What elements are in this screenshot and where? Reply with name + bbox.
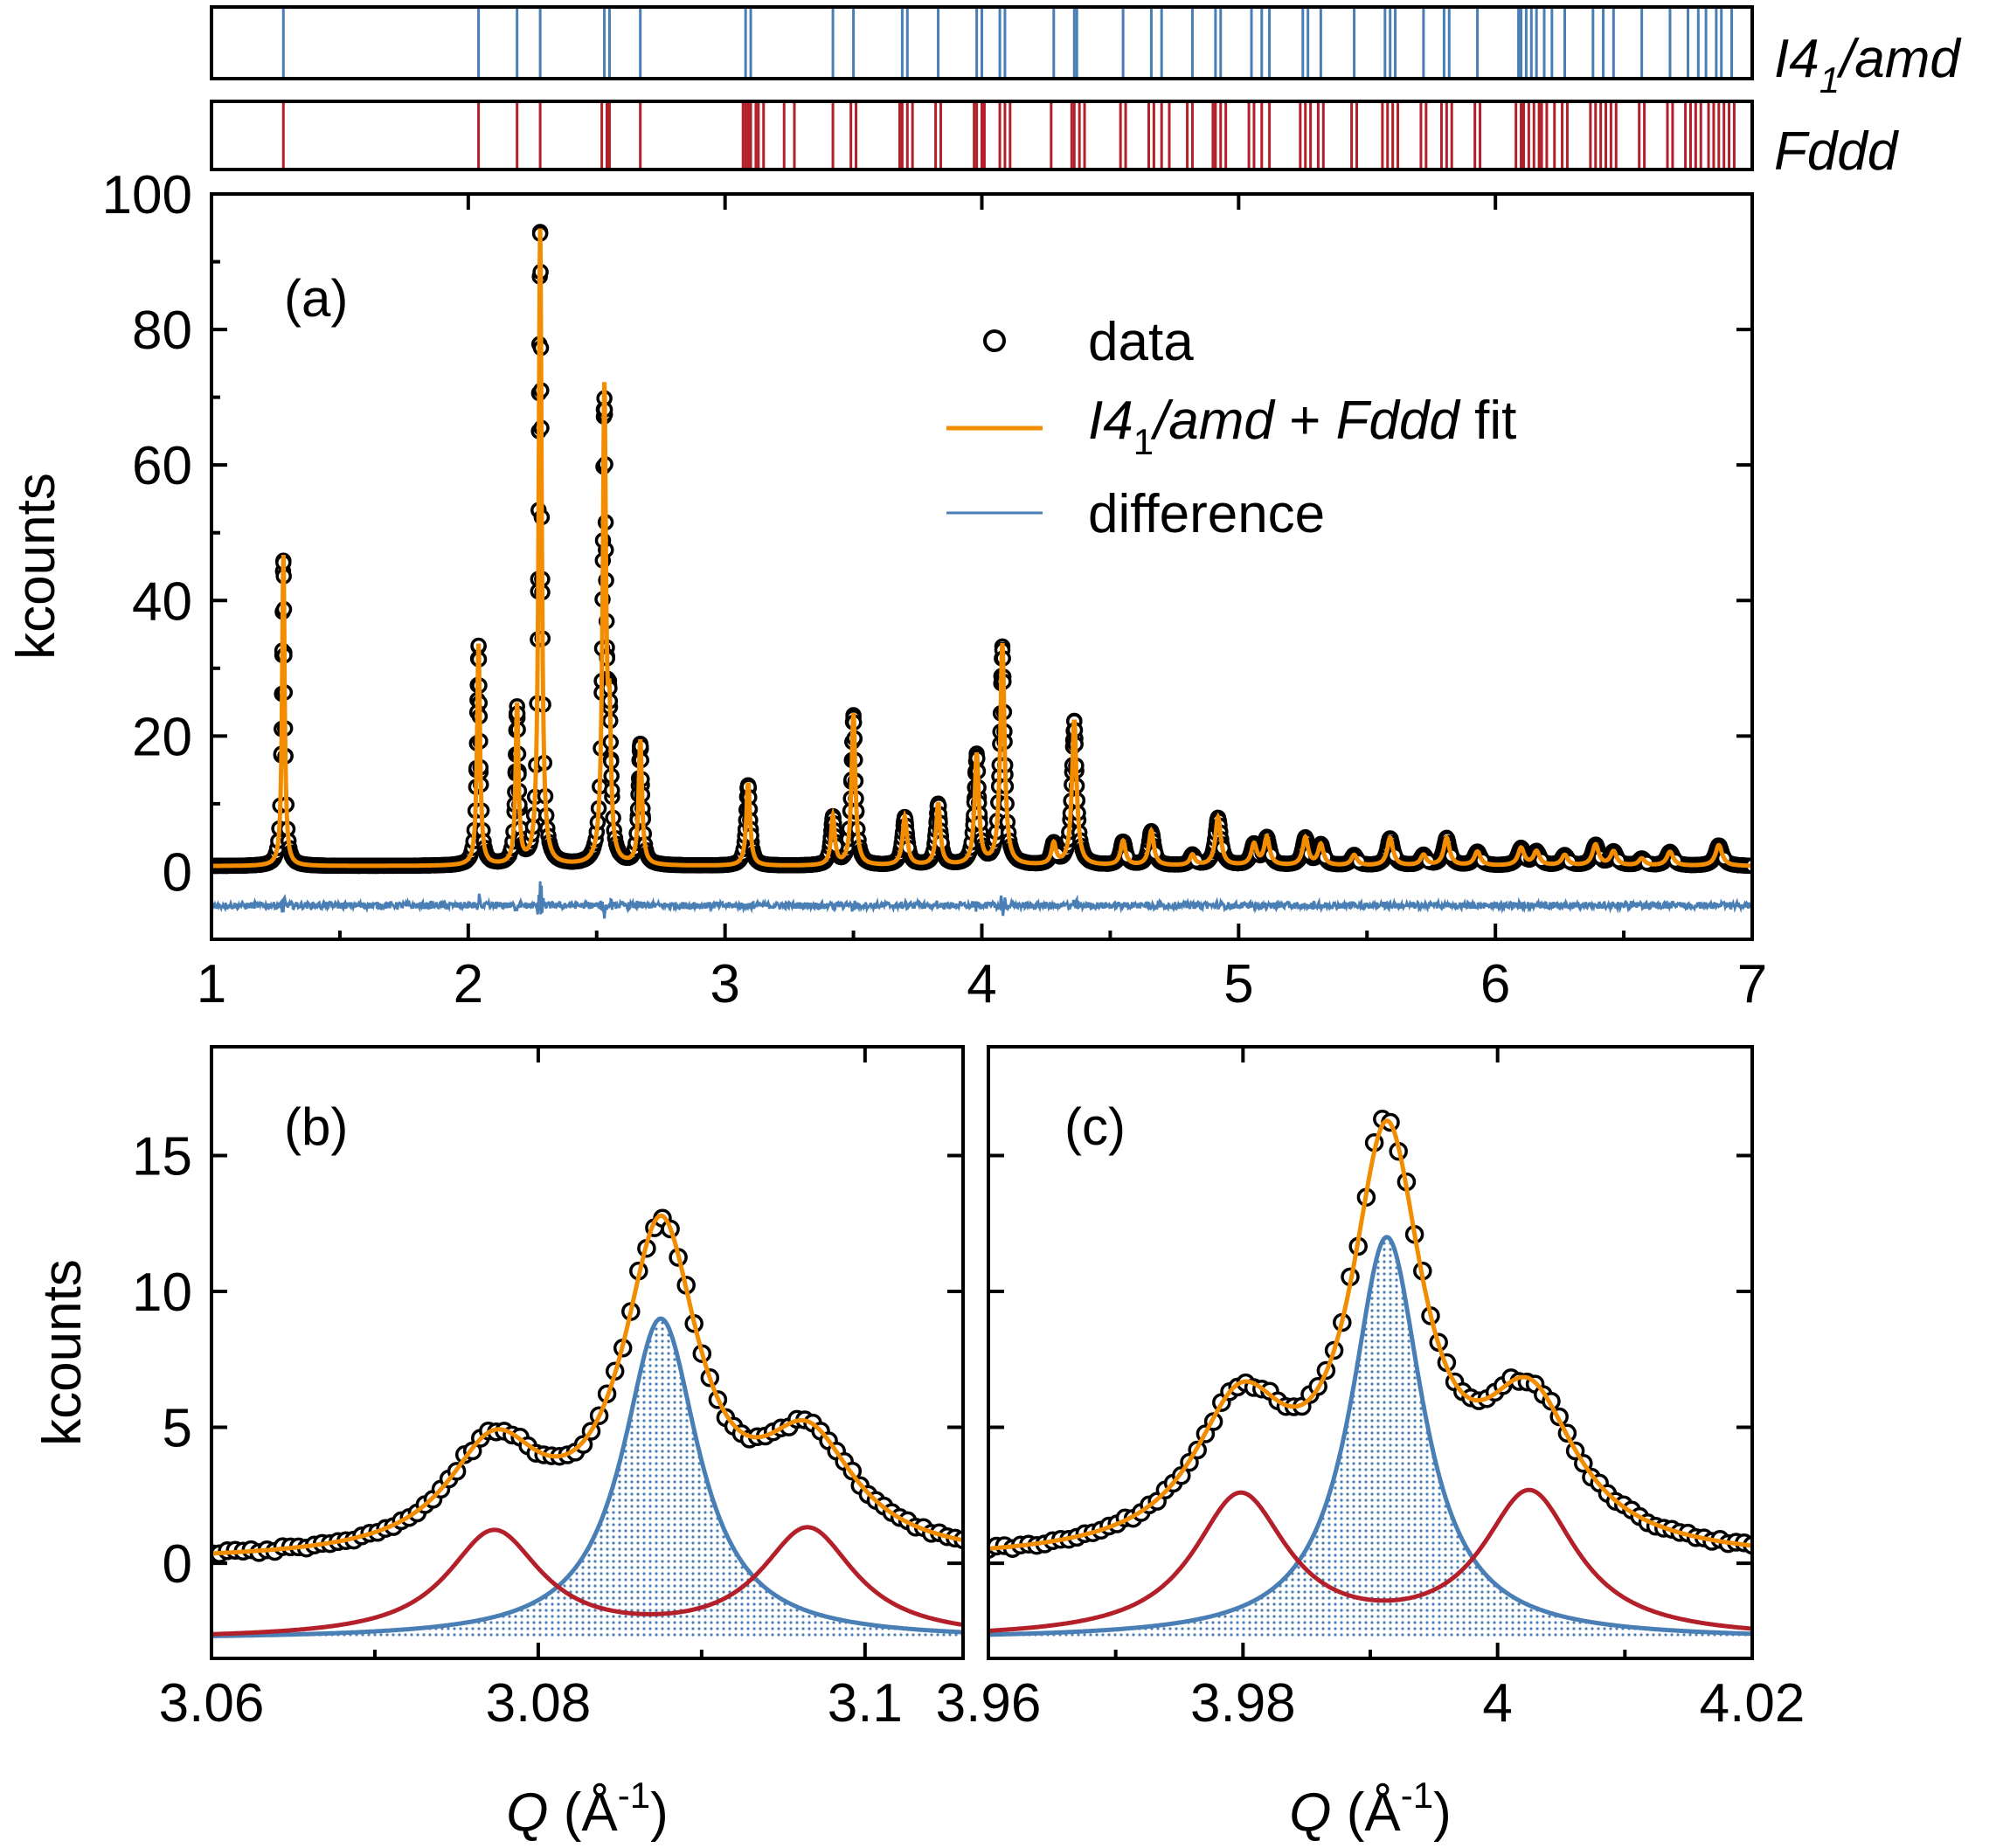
panel-b-xtick-label: 3.06 — [159, 1673, 265, 1734]
i41amd-reflection-ticks — [281, 9, 1733, 77]
legend-data-marker — [983, 329, 1006, 352]
difference-curve — [211, 881, 1752, 919]
panel-a-xtick-label: 4 — [967, 954, 996, 1014]
fddd-reflection-ticks — [281, 103, 1736, 168]
panel-a-xtick-label: 1 — [197, 954, 226, 1014]
panel-b-xlabel: Q (Å-1) — [506, 1775, 668, 1843]
panel-a-ticks: 1 2 3 4 5 6 7 0 20 40 60 80 100 — [102, 165, 1768, 1014]
panel-b-ytick-label: 10 — [132, 1263, 192, 1323]
panel-a: 1 2 3 4 5 6 7 0 20 40 60 80 100 (a) kcounts data I41… — [6, 165, 1767, 1014]
legend-difference-label: difference — [1088, 484, 1325, 544]
panel-b-ylabel: kcounts — [32, 1259, 93, 1446]
panel-a-ytick-label: 40 — [132, 571, 192, 632]
panel-c-xtick-label: 4.02 — [1700, 1673, 1806, 1734]
panel-c-xtick-label: 4 — [1482, 1673, 1512, 1734]
phase-bar-panel-fddd: Fddd — [210, 100, 1900, 182]
legend-fit-label: I41/amd + Fddd fit — [1088, 391, 1516, 462]
panel-a-ytick-label: 60 — [132, 436, 192, 496]
fddd-bar-frame — [210, 100, 1754, 171]
panel-b-ytick-label: 15 — [132, 1126, 192, 1187]
panel-a-ytick-label: 80 — [132, 301, 192, 361]
panel-c-label: (c) — [1064, 1097, 1126, 1156]
fddd-label: Fddd — [1774, 121, 1900, 182]
panel-a-ytick-label: 100 — [102, 165, 192, 225]
panel-b-label: (b) — [284, 1097, 348, 1156]
panel-a-ytick-label: 0 — [163, 842, 192, 903]
panel-b-xtick-label: 3.08 — [486, 1673, 592, 1734]
panel-a-xtick-label: 7 — [1737, 954, 1767, 1014]
panel-b-xtick-label: 3.1 — [828, 1673, 903, 1734]
panel-a-xtick-label: 6 — [1480, 954, 1510, 1014]
panel-a-ytick-label: 20 — [132, 707, 192, 767]
data-points — [211, 224, 1752, 875]
panel-c-xtick-label: 3.98 — [1190, 1673, 1296, 1734]
panel-a-label: (a) — [284, 269, 348, 328]
panel-b-ytick-label: 5 — [163, 1399, 192, 1459]
panel-c-xlabel: Q (Å-1) — [1289, 1775, 1451, 1843]
legend: data I41/amd + Fddd fit difference — [946, 312, 1516, 544]
i41amd-label: I41/amd — [1774, 29, 1962, 100]
legend-data-label: data — [1088, 312, 1194, 372]
phase-bar-panel-i41amd: I41/amd — [210, 5, 1962, 100]
panel-a-xtick-label: 2 — [454, 954, 483, 1014]
panel-c-xtick-label: 3.96 — [936, 1673, 1042, 1734]
panel-a-xtick-label: 5 — [1223, 954, 1253, 1014]
i41amd-bar-frame — [210, 5, 1754, 80]
panel-b: 3.06 3.08 3.1 0 5 10 15 (b) kcounts Q (Å-1) — [32, 1045, 965, 1843]
b-fit-curve — [211, 1213, 963, 1556]
panel-c: 3.96 3.98 4 4.02 (c) Q (Å-1) — [936, 1045, 1806, 1843]
b-data-points — [211, 1208, 963, 1564]
panel-a-xtick-label: 3 — [710, 954, 739, 1014]
panel-b-ytick-label: 0 — [163, 1534, 192, 1595]
panel-a-ylabel: kcounts — [6, 473, 66, 660]
